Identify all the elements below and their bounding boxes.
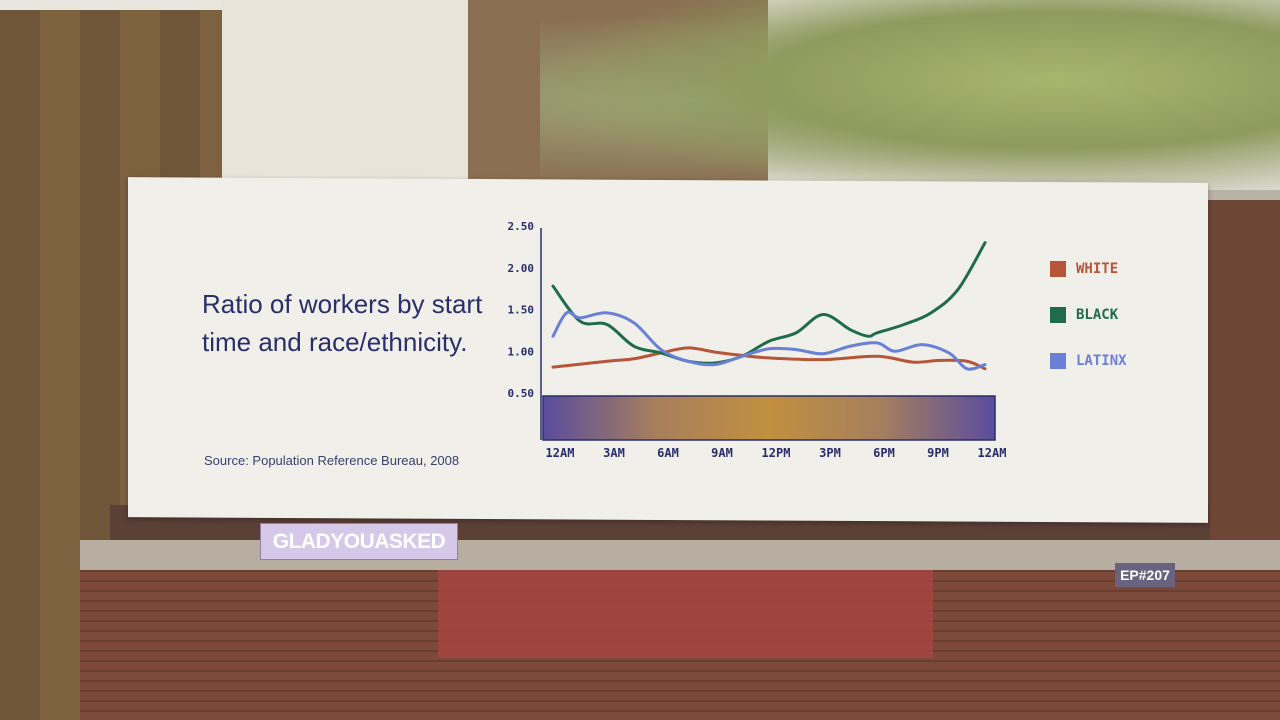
legend-swatch <box>1050 261 1066 277</box>
legend-item-black: BLACK <box>1050 307 1118 323</box>
y-tick-label: 2.00 <box>508 262 535 275</box>
legend-swatch <box>1050 353 1066 369</box>
trees <box>540 0 1280 200</box>
legend-swatch <box>1050 307 1066 323</box>
legend-item-white: WHITE <box>1050 261 1118 277</box>
series-line-white <box>551 346 987 371</box>
y-tick-label: 1.00 <box>508 345 535 358</box>
x-tick-label: 6AM <box>657 446 679 460</box>
white-building <box>222 0 472 185</box>
y-tick-label: 0.50 <box>508 387 535 400</box>
x-tick-label: 6PM <box>873 446 895 460</box>
legend-label: BLACK <box>1076 307 1119 323</box>
time-of-day-band <box>542 395 996 441</box>
legend-label: LATINX <box>1076 353 1127 369</box>
series-line-latinx <box>551 310 987 371</box>
x-tick-label: 9PM <box>927 446 949 460</box>
right-brick-wall <box>1205 200 1280 580</box>
legend-item-latinx: LATINX <box>1050 353 1127 369</box>
episode-badge: EP#207 <box>1115 563 1175 587</box>
x-tick-label: 12PM <box>762 446 791 460</box>
legend-label: WHITE <box>1076 261 1119 277</box>
x-tick-label: 12AM <box>978 446 1007 460</box>
chart-source: Source: Population Reference Bureau, 200… <box>204 453 460 468</box>
y-tick-label: 1.50 <box>508 304 535 317</box>
x-tick-label: 3PM <box>819 446 841 460</box>
series-line-black <box>551 241 987 365</box>
show-logo-sign: GLADYOUASKED <box>260 523 458 560</box>
chart-title: Ratio of workers by start time and race/… <box>202 289 483 357</box>
x-tick-label: 12AM <box>546 446 575 460</box>
red-painted-wall <box>438 568 933 658</box>
x-tick-label: 3AM <box>603 446 625 460</box>
y-tick-label: 2.50 <box>508 220 535 233</box>
x-tick-label: 9AM <box>711 446 733 460</box>
